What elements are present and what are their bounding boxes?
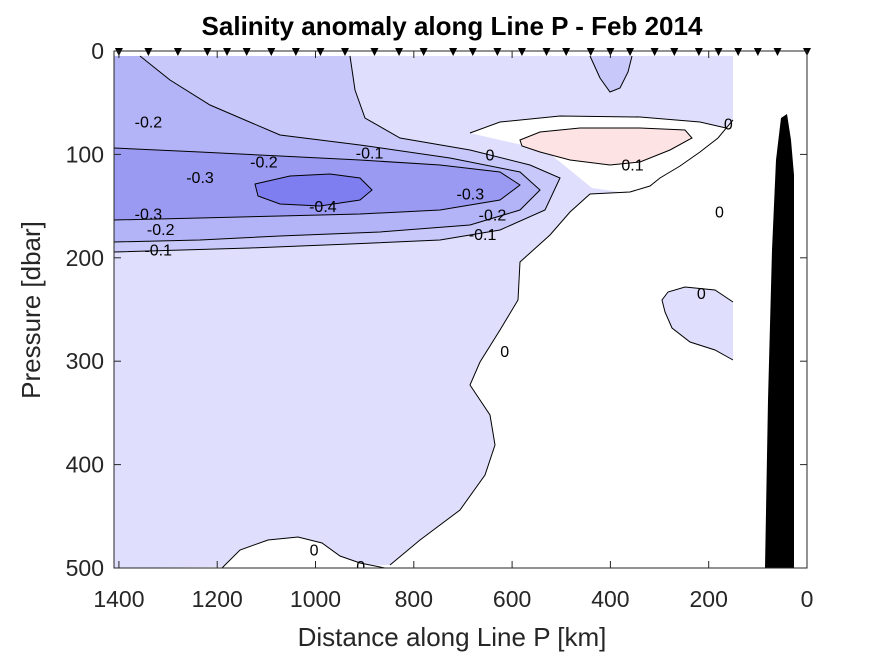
contour-label: -0.4 [309,199,337,216]
x-tick-label: 1200 [192,586,243,612]
station-marker [670,48,679,56]
station-marker [734,48,743,56]
station-marker [626,48,635,56]
station-marker [753,48,762,56]
y-tick-label: 0 [91,38,104,64]
station-marker [586,48,595,56]
region-below-minus-0.4 [255,174,372,206]
y-axis-ticks: 0 100 200 300 400 500 [66,38,807,581]
y-axis-label: Pressure [dbar] [16,221,46,399]
contour-label: -0.1 [356,145,384,162]
contour-label: 0 [715,204,724,221]
contour-minus-0.1-top [589,55,633,93]
station-marker [267,48,276,56]
y-tick-label: 200 [66,245,104,271]
station-marker [419,48,428,56]
station-marker [694,48,703,56]
contour-0-bottom [221,536,386,568]
contour-label: -0.2 [250,155,278,172]
contour-label: 0 [486,147,495,164]
station-marker [173,48,182,56]
y-tick-label: 400 [66,452,104,478]
contour-label: 0.1 [621,158,643,175]
contour-lines [114,55,734,568]
station-marker [242,48,251,56]
contour-0.1 [519,127,693,166]
contour-label: -0.2 [147,222,175,239]
contour-label: 0 [356,559,365,576]
contour-0-right-patch [661,286,734,361]
region-above-0.1 [520,128,692,165]
station-marker [370,48,379,56]
station-marker [144,48,153,56]
contour-minus-0.4 [254,173,373,207]
station-marker [517,48,526,56]
region-minus-0.1-patch-right [662,287,733,360]
contour-label: 0 [724,116,733,133]
contour-labels: -0.2-0.1 00-0.2 0.1-0.3-0.4-0.3-0.2 0-0.3-0… [135,114,733,576]
contour-label: -0.2 [135,114,163,131]
contour-label: -0.3 [186,170,214,187]
x-tick-label: 200 [690,586,728,612]
contour-label: -0.3 [135,206,163,223]
contour-minus-0.2 [114,55,541,243]
contour-0-main [389,119,734,566]
axes-box [113,50,808,569]
x-tick-label: 800 [395,586,433,612]
station-marker [223,48,232,56]
contour-label: -0.1 [469,227,497,244]
station-marker [316,48,325,56]
x-axis-label: Distance along Line P [km] [298,622,607,652]
station-marker [291,48,300,56]
station-marker [493,48,502,56]
y-tick-label: 300 [66,348,104,374]
station-marker [341,48,349,56]
contour-minus-0.1 [114,55,561,253]
bathymetry [765,114,794,568]
station-marker [468,48,477,56]
contour-0-lens [469,115,727,134]
x-tick-label: 400 [591,586,629,612]
station-marker [650,48,659,56]
y-tick-label: 500 [66,555,104,581]
x-axis-ticks: 1400 1200 1000 800 600 400 200 0 [93,51,813,612]
station-marker [542,48,551,56]
contour-label: -0.3 [457,187,485,204]
contour-label: 0 [697,286,706,303]
x-tick-label: 600 [493,586,531,612]
x-tick-label: 1400 [93,586,144,612]
contour-minus-0.3 [114,147,521,221]
region-minus-0.1-small-top [590,56,632,92]
y-tick-label: 100 [66,141,104,167]
station-marker [449,48,458,56]
chart-title: Salinity anomaly along Line P - Feb 2014 [202,11,703,41]
station-marker [203,48,212,56]
contour-label: 0 [500,344,509,361]
contour-label: -0.2 [479,207,507,224]
station-marker [714,48,723,56]
plot-area: -0.2-0.1 00-0.2 0.1-0.3-0.4-0.3-0.2 0-0.3-0… [114,51,807,576]
x-tick-label: 0 [801,586,814,612]
station-marker [773,48,782,56]
region-0-bottom-hole [222,537,385,568]
contour-label: -0.1 [144,243,172,260]
station-marker [395,48,404,56]
x-tick-label: 1000 [290,586,341,612]
contour-label: 0 [310,542,319,559]
station-marker [562,48,571,56]
